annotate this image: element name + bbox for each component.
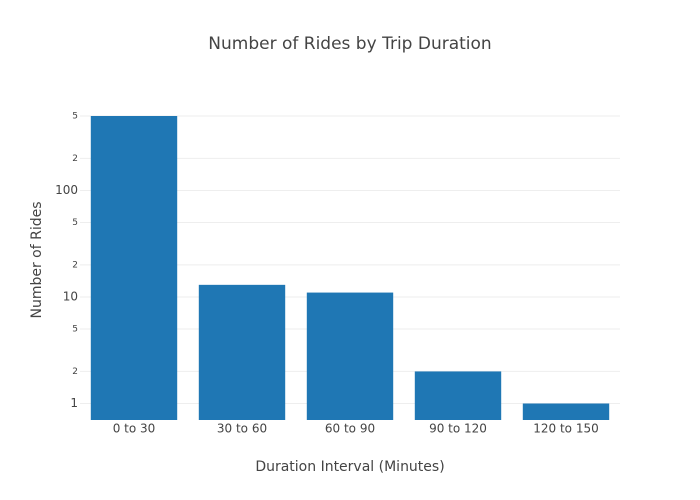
bar: [522, 403, 610, 420]
x-tick-label: 30 to 60: [217, 422, 267, 436]
bar: [90, 116, 178, 420]
x-tick-label: 90 to 120: [429, 422, 487, 436]
y-tick-label: 5: [72, 112, 78, 122]
y-tick-label: 5: [72, 218, 78, 228]
x-tick-label: 60 to 90: [325, 422, 375, 436]
x-tick-label: 0 to 30: [113, 422, 156, 436]
bar: [306, 292, 394, 420]
y-tick-label: 5: [72, 325, 78, 335]
y-tick-label: 2: [72, 154, 78, 164]
y-tick-label: 100: [55, 183, 78, 197]
y-tick-label: 2: [72, 367, 78, 377]
x-tick-label: 120 to 150: [533, 422, 598, 436]
y-tick-label: 2: [72, 260, 78, 270]
bar: [414, 371, 502, 420]
y-tick-label: 10: [63, 289, 78, 303]
y-tick-label: 1: [70, 396, 78, 410]
y-axis-title: Number of Rides: [29, 201, 45, 318]
bar: [198, 284, 286, 420]
chart-title: Number of Rides by Trip Duration: [208, 34, 491, 54]
x-axis-title: Duration Interval (Minutes): [255, 459, 444, 475]
